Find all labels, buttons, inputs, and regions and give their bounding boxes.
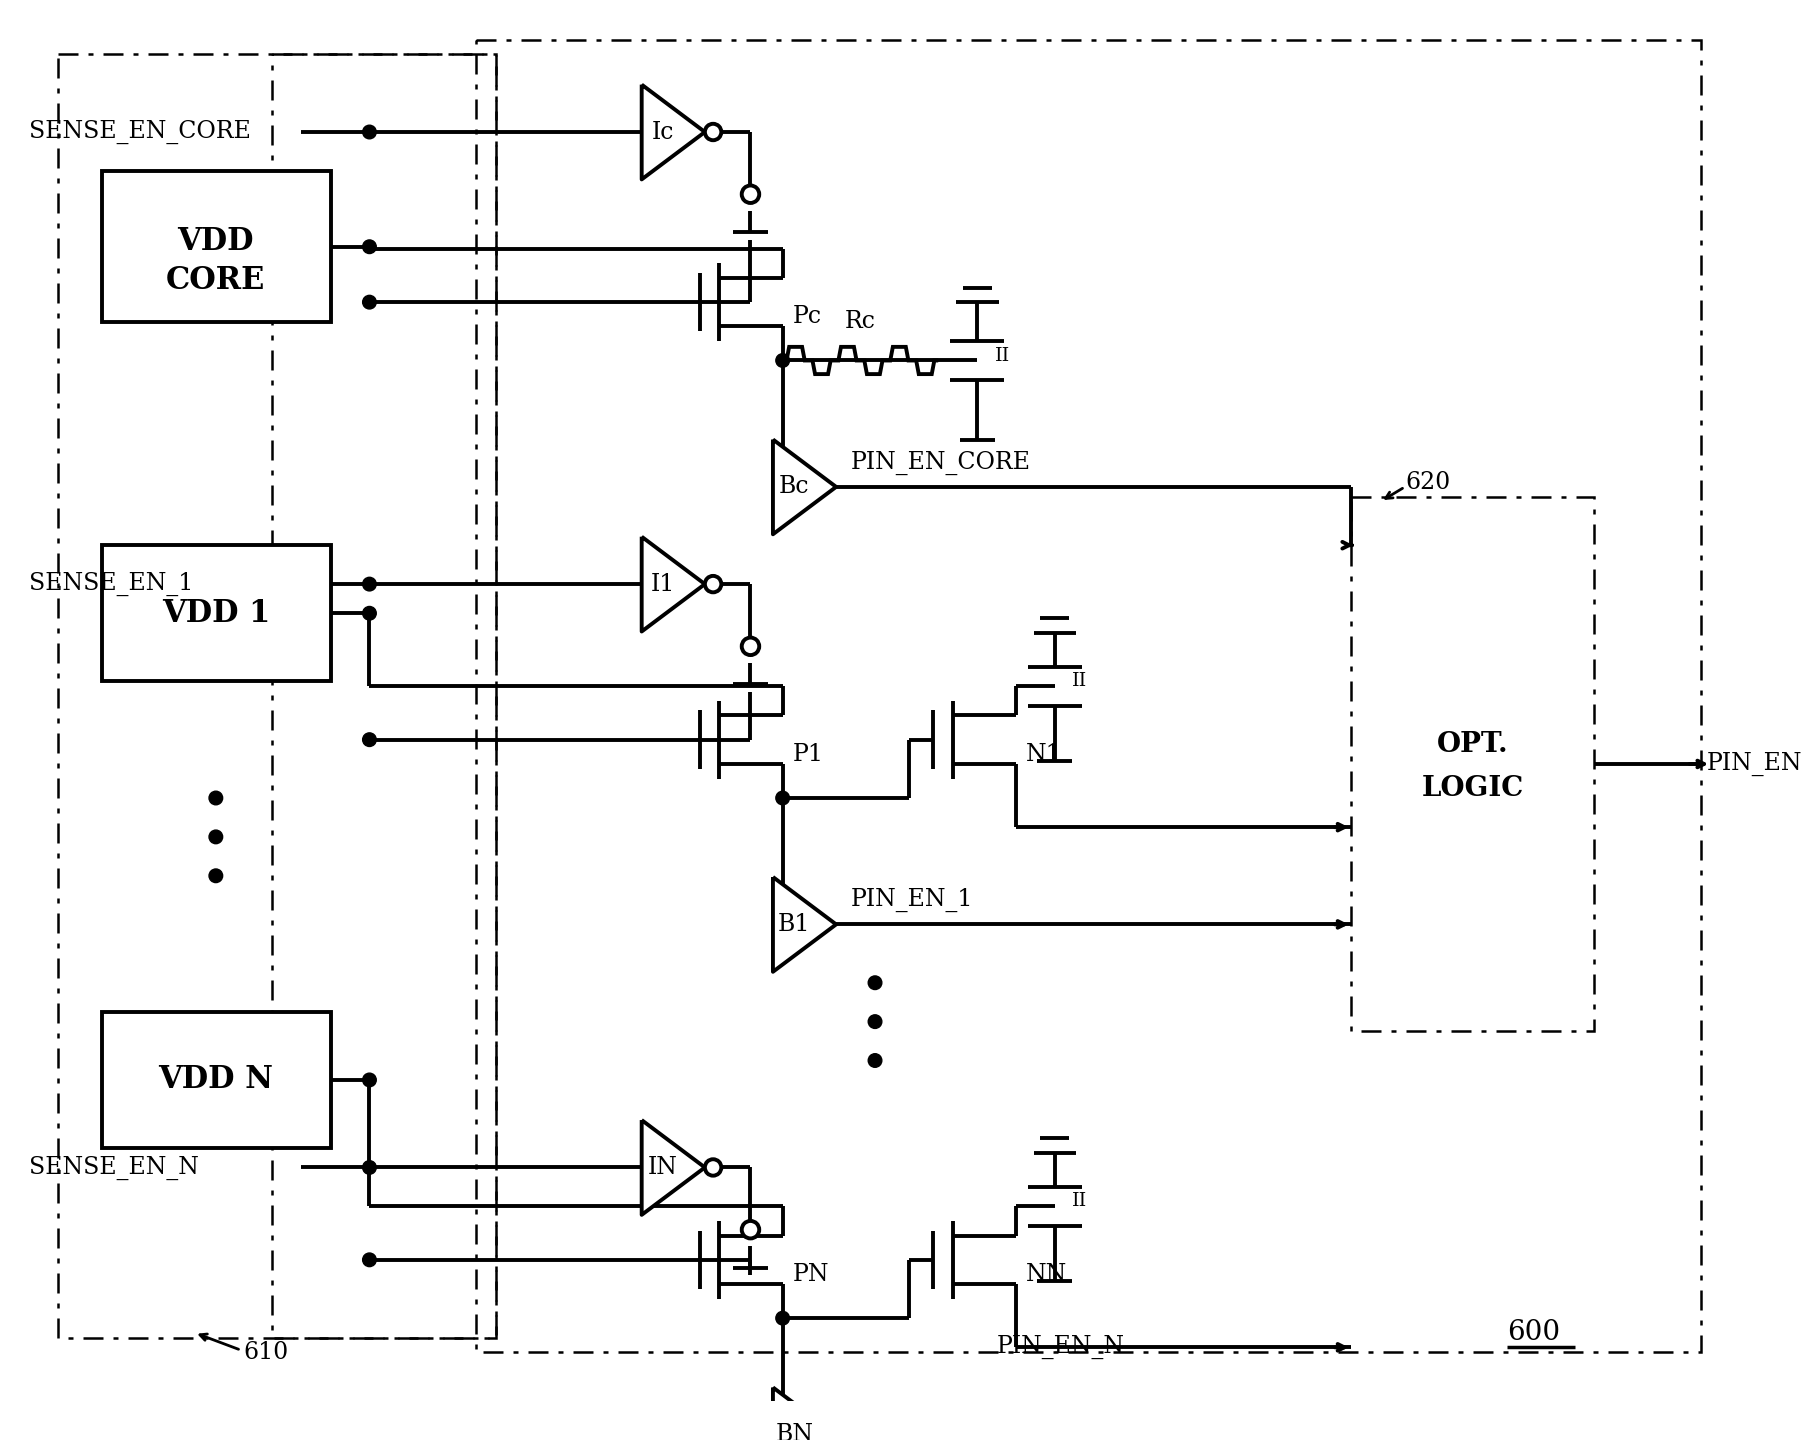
Text: IN: IN [647, 1156, 678, 1179]
Text: OPT.: OPT. [1437, 732, 1507, 757]
Circle shape [741, 638, 759, 655]
Text: B1: B1 [777, 913, 810, 936]
Bar [475, 40, 1700, 1352]
Circle shape [363, 606, 376, 621]
Text: Ic: Ic [652, 121, 674, 144]
Circle shape [210, 829, 222, 844]
Text: PIN_EN_CORE: PIN_EN_CORE [851, 451, 1030, 475]
Text: LOGIC: LOGIC [1420, 775, 1523, 802]
Circle shape [210, 868, 222, 883]
Text: N1: N1 [1025, 743, 1061, 766]
Circle shape [363, 1073, 376, 1087]
Text: CORE: CORE [166, 265, 266, 297]
Circle shape [741, 186, 759, 203]
Text: II: II [994, 347, 1010, 364]
Text: SENSE_EN_CORE: SENSE_EN_CORE [29, 120, 251, 144]
Circle shape [775, 791, 790, 805]
Text: PIN_EN_1: PIN_EN_1 [851, 888, 972, 912]
Bar [273, 55, 495, 1338]
Circle shape [363, 295, 376, 310]
Text: SENSE_EN_1: SENSE_EN_1 [29, 572, 193, 596]
Bar [101, 546, 331, 681]
Circle shape [210, 791, 222, 805]
Text: NN: NN [1025, 1263, 1066, 1286]
Circle shape [705, 1159, 721, 1175]
Circle shape [705, 124, 721, 140]
Text: BN: BN [775, 1423, 813, 1440]
Circle shape [363, 125, 376, 138]
Text: VDD: VDD [177, 226, 255, 258]
Circle shape [775, 1312, 790, 1325]
Text: II: II [1072, 1192, 1088, 1211]
Polygon shape [773, 439, 835, 534]
Text: VDD 1: VDD 1 [161, 598, 269, 629]
Bar [101, 1012, 331, 1148]
Text: PN: PN [791, 1263, 828, 1286]
Text: 600: 600 [1507, 1319, 1559, 1346]
Circle shape [867, 976, 882, 989]
Circle shape [867, 1015, 882, 1028]
Bar [1350, 497, 1594, 1031]
Text: SENSE_EN_N: SENSE_EN_N [29, 1155, 199, 1179]
Polygon shape [641, 537, 705, 632]
Text: Rc: Rc [844, 310, 875, 333]
Circle shape [775, 354, 790, 367]
Circle shape [741, 1221, 759, 1238]
Circle shape [363, 240, 376, 253]
Text: PIN_EN: PIN_EN [1706, 752, 1802, 776]
Circle shape [867, 1054, 882, 1067]
Text: PIN_EN_N: PIN_EN_N [996, 1335, 1124, 1359]
Circle shape [363, 1253, 376, 1267]
Text: Pc: Pc [791, 305, 820, 328]
Text: 620: 620 [1404, 471, 1449, 494]
Polygon shape [641, 1120, 705, 1215]
Circle shape [363, 1161, 376, 1174]
Polygon shape [773, 1387, 835, 1440]
Text: II: II [1072, 672, 1088, 690]
Text: Bc: Bc [779, 475, 810, 498]
Circle shape [363, 733, 376, 746]
Polygon shape [773, 877, 835, 972]
Text: 610: 610 [242, 1341, 287, 1364]
Circle shape [705, 576, 721, 592]
Bar [58, 55, 495, 1338]
Circle shape [363, 577, 376, 590]
Text: I1: I1 [651, 573, 674, 596]
Polygon shape [641, 85, 705, 180]
Bar [101, 171, 331, 321]
Text: VDD N: VDD N [159, 1064, 273, 1096]
Text: P1: P1 [791, 743, 822, 766]
